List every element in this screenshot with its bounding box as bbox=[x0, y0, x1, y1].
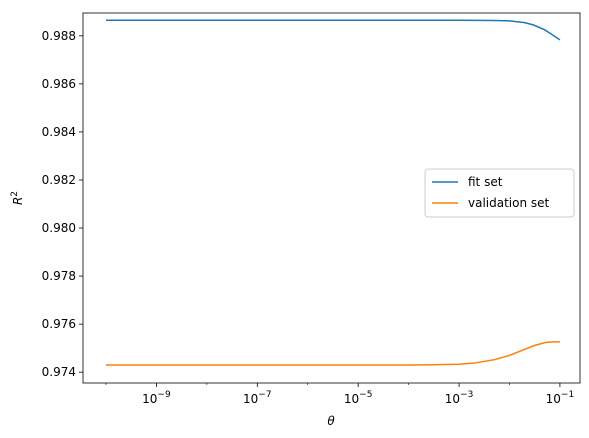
y-tick-label: 0.978 bbox=[42, 269, 76, 283]
y-axis: 0.974 0.976 0.978 0.980 0.982 0.984 0.986 0.988 bbox=[42, 29, 83, 379]
x-axis: 10−9 10−7 10−5 10−3 10−1 bbox=[105, 383, 575, 406]
y-tick-label: 0.976 bbox=[42, 317, 76, 331]
plot-frame bbox=[82, 12, 581, 384]
y-tick-label: 0.986 bbox=[42, 77, 76, 91]
x-tick-label: 10−5 bbox=[344, 390, 373, 406]
x-tick-label: 10−1 bbox=[546, 390, 575, 406]
y-axis-label: R2 bbox=[10, 191, 25, 205]
series-line-1 bbox=[106, 19, 561, 41]
series-line-2 bbox=[106, 341, 560, 366]
x-tick-label: 10−9 bbox=[142, 390, 171, 406]
series-layer bbox=[106, 19, 561, 366]
x-tick-label: 10−7 bbox=[243, 390, 272, 406]
y-tick-label: 0.982 bbox=[42, 173, 76, 187]
legend: fit set validation set bbox=[424, 168, 575, 218]
x-tick-label: 10−3 bbox=[445, 390, 474, 406]
y-tick-label: 0.984 bbox=[42, 125, 76, 139]
y-tick-label: 0.988 bbox=[42, 29, 76, 43]
x-axis-label: θ bbox=[327, 414, 335, 428]
legend-label: fit set bbox=[468, 175, 503, 189]
y-tick-label: 0.974 bbox=[42, 365, 76, 379]
y-tick-label: 0.980 bbox=[42, 221, 76, 235]
legend-box bbox=[424, 168, 575, 218]
legend-label: validation set bbox=[468, 196, 550, 210]
